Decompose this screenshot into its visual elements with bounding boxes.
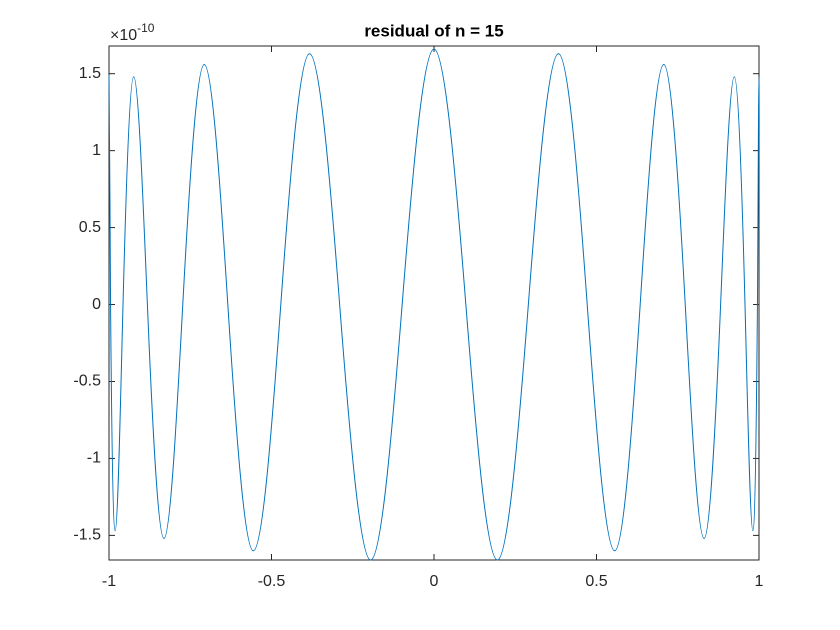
y-multiplier: ×10-10 bbox=[110, 21, 155, 44]
data-line bbox=[108, 48, 760, 561]
x-tick-label: 1 bbox=[755, 573, 764, 590]
x-tick-label: -0.5 bbox=[258, 573, 286, 590]
y-tick-label: 0 bbox=[92, 296, 101, 313]
y-tick-label: 1.5 bbox=[79, 65, 101, 82]
y-exponent: -10 bbox=[137, 21, 155, 35]
y-multiplier-base: ×10 bbox=[110, 27, 137, 44]
y-tick-label: 0.5 bbox=[79, 219, 101, 236]
x-tick-label: -1 bbox=[102, 573, 116, 590]
y-tick-label: -0.5 bbox=[73, 373, 101, 390]
y-tick-label: -1.5 bbox=[73, 527, 101, 544]
x-tick-label: 0.5 bbox=[585, 573, 607, 590]
y-tick-label: -1 bbox=[87, 450, 101, 467]
x-tick-label: 0 bbox=[430, 573, 439, 590]
y-tick-label: 1 bbox=[92, 142, 101, 159]
chart-title: residual of n = 15 bbox=[364, 21, 503, 40]
